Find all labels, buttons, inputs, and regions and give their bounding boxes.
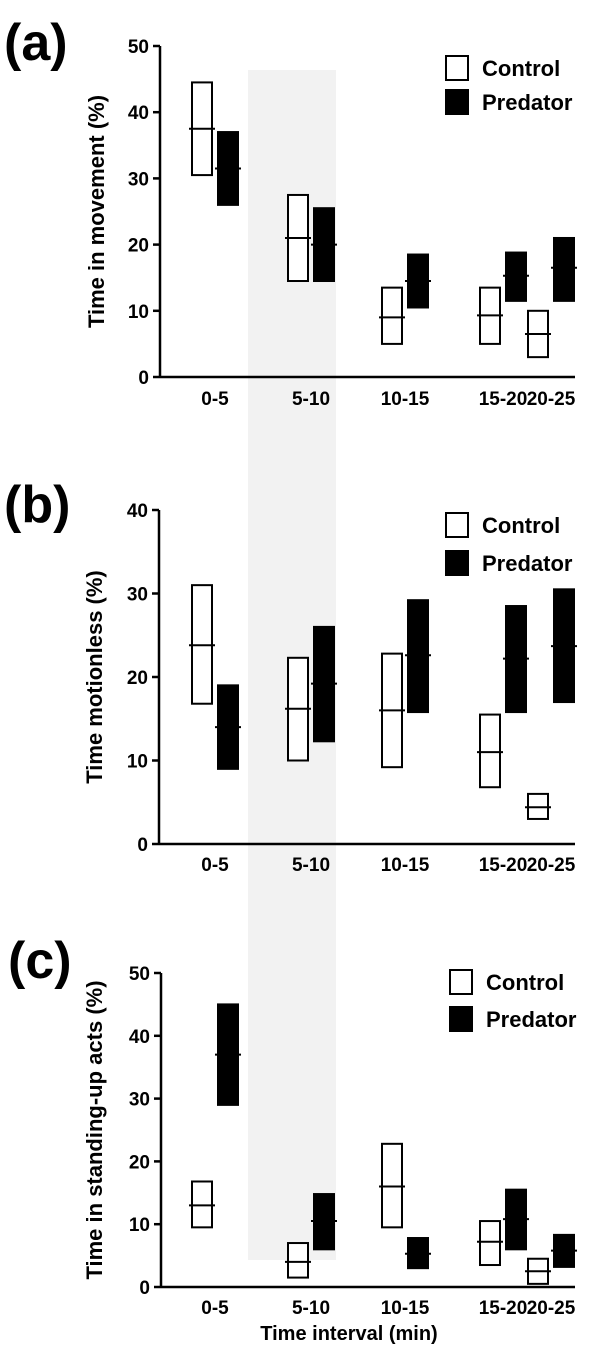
y-tick-label: 10 xyxy=(129,1215,150,1236)
legend-swatch-control xyxy=(445,512,469,538)
legend-label-predator: Predator xyxy=(482,551,573,576)
legend-swatch-predator xyxy=(445,550,469,576)
x-tick-label: 20-25 xyxy=(527,855,576,876)
control-box xyxy=(287,1242,309,1279)
x-tick-label: 15-20 xyxy=(479,855,528,876)
x-tick-label: 0-5 xyxy=(201,389,229,410)
y-tick-label: 50 xyxy=(129,964,150,985)
legend-label-control: Control xyxy=(486,970,564,995)
x-tick-label: 5-10 xyxy=(292,1298,330,1319)
y-tick-label: 0 xyxy=(137,835,148,856)
legend-swatch-control xyxy=(449,969,473,995)
y-axis-label: Time in movement (%) xyxy=(84,95,109,328)
y-tick-label: 50 xyxy=(128,37,149,58)
panel-1: (a) 0 10 20 30 40 50 Time in movement (%) 0-5 5-1… xyxy=(4,14,577,410)
legend-label-control: Control xyxy=(482,56,560,81)
control-box xyxy=(381,286,403,345)
panel-3: (c) 0 10 20 30 40 50 Time in standing-up acts (… xyxy=(8,932,577,1345)
y-axis-label: Time motionless (%) xyxy=(82,570,107,784)
x-tick-label: 15-20 xyxy=(479,1298,528,1319)
y-tick-label: 0 xyxy=(138,368,149,389)
panel-2: (b) 0 10 20 30 40 Time motionless (%) 0-5 5-10 10… xyxy=(4,476,577,876)
x-axis-label: Time interval (min) xyxy=(260,1323,437,1345)
x-tick-label: 5-10 xyxy=(292,855,330,876)
x-tick-label: 0-5 xyxy=(201,1298,229,1319)
control-box xyxy=(479,1220,501,1267)
legend-swatch-control xyxy=(445,55,469,81)
panel-label: (c) xyxy=(8,932,72,990)
y-tick-label: 10 xyxy=(128,302,149,323)
x-tick-label: 0-5 xyxy=(201,855,229,876)
x-tick-label: 10-15 xyxy=(381,855,430,876)
control-box xyxy=(479,713,501,789)
legend-swatch-predator xyxy=(449,1006,473,1032)
y-tick-label: 40 xyxy=(127,501,148,522)
x-tick-label: 10-15 xyxy=(381,389,430,410)
legend-label-predator: Predator xyxy=(486,1007,577,1032)
y-tick-label: 30 xyxy=(127,585,148,606)
panel-label: (b) xyxy=(4,476,70,534)
legend-label-control: Control xyxy=(482,513,560,538)
y-tick-label: 20 xyxy=(127,668,148,689)
x-tick-label: 10-15 xyxy=(381,1298,430,1319)
y-tick-label: 40 xyxy=(129,1027,150,1048)
x-tick-label: 5-10 xyxy=(292,389,330,410)
panel-label: (a) xyxy=(4,14,68,72)
y-tick-label: 10 xyxy=(127,752,148,773)
legend-swatch-predator xyxy=(445,89,469,115)
x-tick-label: 15-20 xyxy=(479,389,528,410)
x-tick-label: 20-25 xyxy=(527,389,576,410)
y-tick-label: 0 xyxy=(139,1278,150,1299)
legend-label-predator: Predator xyxy=(482,90,573,115)
x-tick-label: 20-25 xyxy=(527,1298,576,1319)
y-tick-label: 30 xyxy=(129,1090,150,1111)
predator-box xyxy=(553,236,575,302)
y-tick-label: 20 xyxy=(129,1152,150,1173)
y-axis-label: Time in standing-up acts (%) xyxy=(82,980,107,1279)
y-tick-label: 20 xyxy=(128,236,149,257)
y-tick-label: 30 xyxy=(128,169,149,190)
y-tick-label: 40 xyxy=(128,103,149,124)
